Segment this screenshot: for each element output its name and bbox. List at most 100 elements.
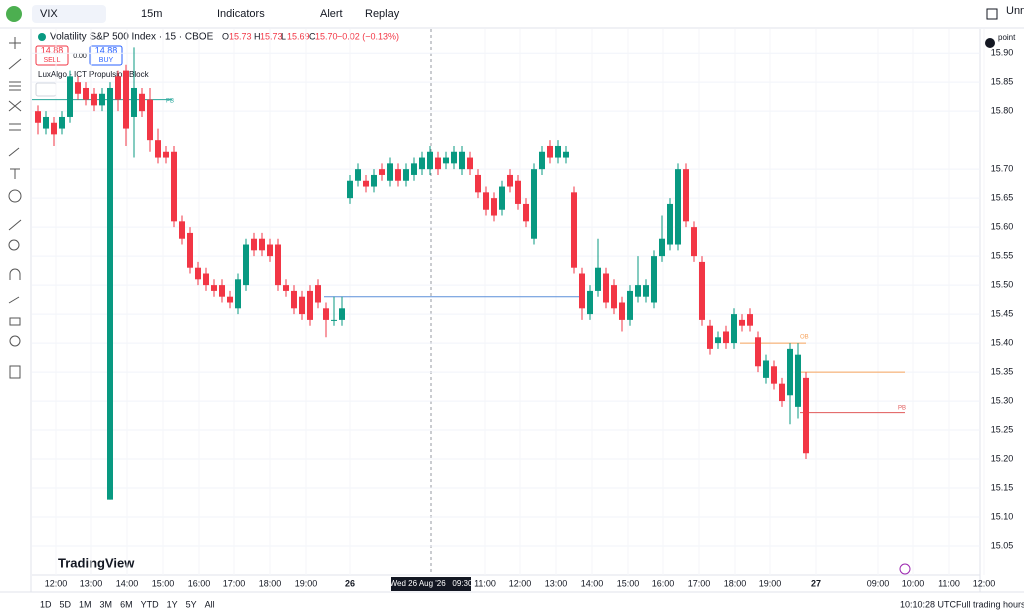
plot-area[interactable] xyxy=(32,29,980,575)
checkbox[interactable] xyxy=(986,8,998,20)
l-value: 15.69 xyxy=(287,31,310,41)
y-tick-label: 15.85 xyxy=(991,77,1014,87)
candle-body xyxy=(515,180,521,204)
candle-body xyxy=(771,366,777,384)
crosshair-label-bg xyxy=(391,577,471,591)
range-button[interactable]: 6M xyxy=(120,599,133,609)
range-button[interactable]: All xyxy=(205,599,215,609)
x-tick-label: 11:00 xyxy=(474,578,496,588)
candle-body xyxy=(451,151,457,164)
range-button[interactable]: 1M xyxy=(79,599,92,609)
buy-label[interactable]: BUY xyxy=(99,57,114,64)
candle-body xyxy=(699,261,705,320)
candle-body xyxy=(83,87,89,100)
x-tick-label: 19:00 xyxy=(759,578,782,588)
y-tick-label: 15.20 xyxy=(991,453,1014,463)
candle-body xyxy=(659,238,665,257)
x-tick-label: 18:00 xyxy=(724,578,747,588)
candle-body xyxy=(235,279,241,309)
sell-price[interactable]: 14.88 xyxy=(41,45,64,55)
symbol-box[interactable] xyxy=(32,5,106,23)
x-tick-label: 14:00 xyxy=(581,578,604,588)
candle-body xyxy=(147,99,153,141)
candle-body xyxy=(547,145,553,158)
range-button[interactable]: YTD xyxy=(141,599,160,609)
brand: TradingView xyxy=(58,555,135,570)
candle-body xyxy=(91,93,97,106)
alert-button[interactable]: Alert xyxy=(320,8,343,20)
ohlc: O 15.73 H 15.73 L 15.69 C 15.70 −0.02 (−… xyxy=(222,31,399,41)
range-button[interactable]: 3M xyxy=(100,599,113,609)
point-box xyxy=(984,36,1024,50)
range-button[interactable]: 1Y xyxy=(167,599,178,609)
range-button[interactable]: 5D xyxy=(60,599,72,609)
level-label: OB xyxy=(800,335,809,341)
candle-body xyxy=(739,319,745,326)
indicators-button[interactable]: Indicators xyxy=(217,8,265,20)
candle-body xyxy=(339,308,345,320)
candle-body xyxy=(259,238,265,251)
y-tick-label: 15.30 xyxy=(991,395,1014,405)
candle-body xyxy=(171,151,177,222)
candle-body xyxy=(427,151,433,170)
candle-body xyxy=(635,285,641,297)
sell-label[interactable]: SELL xyxy=(43,57,60,64)
candle-body xyxy=(363,180,369,187)
layout-name[interactable]: Unna xyxy=(1006,5,1024,17)
interval[interactable]: 15m xyxy=(141,8,162,20)
x-tick-label: 16:00 xyxy=(188,578,211,588)
session[interactable]: Full trading hours xyxy=(956,599,1024,609)
candle-body xyxy=(139,93,145,112)
candle-body xyxy=(587,290,593,315)
candle-body xyxy=(115,76,121,100)
x-tick-label: 12:00 xyxy=(509,578,532,588)
candle-body xyxy=(555,145,561,158)
candle-body xyxy=(387,163,393,181)
collapse-button[interactable] xyxy=(35,82,57,97)
candle-body xyxy=(395,169,401,181)
candle-body xyxy=(219,285,225,297)
range-button[interactable]: 1D xyxy=(40,599,52,609)
candle-body xyxy=(651,256,657,303)
indicator-name[interactable]: LuxAlgo - ICT Propulsion Block xyxy=(38,70,150,79)
range-button[interactable]: 5Y xyxy=(186,599,197,609)
h-value: 15.73 xyxy=(260,31,283,41)
candle-body xyxy=(107,87,113,500)
x-tick-label: 15:00 xyxy=(152,578,175,588)
candle-body xyxy=(99,93,105,106)
candle-body xyxy=(59,116,65,129)
c-value: 15.70 xyxy=(315,31,338,41)
candle-body xyxy=(539,151,545,170)
candle-body xyxy=(475,174,481,193)
candle-body xyxy=(123,70,129,129)
x-tick-label: 18:00 xyxy=(259,578,282,588)
buy-button[interactable] xyxy=(89,45,123,66)
candle-body xyxy=(707,325,713,349)
x-tick-label: 11:00 xyxy=(938,578,960,588)
symbol[interactable]: VIX xyxy=(40,8,58,20)
x-tick-label: 16:00 xyxy=(652,578,675,588)
candle-body xyxy=(643,285,649,297)
replay-button[interactable]: Replay xyxy=(365,8,400,20)
crosshair-label: Wed 26 Aug '26 09:30 xyxy=(390,579,473,588)
candle-body xyxy=(403,169,409,181)
candle-body xyxy=(35,111,41,123)
candle-body xyxy=(331,319,337,321)
sell-button[interactable] xyxy=(35,45,69,66)
candle-body xyxy=(379,169,385,175)
h-label: H xyxy=(254,31,261,41)
lightning-icon[interactable] xyxy=(899,563,911,575)
buy-price[interactable]: 14.88 xyxy=(95,45,118,55)
candle-body xyxy=(531,169,537,239)
candle-body xyxy=(627,290,633,320)
level-label: PB xyxy=(898,406,906,412)
y-tick-label: 15.25 xyxy=(991,424,1014,434)
legend-title: Volatility S&P 500 Index · 15 · CBOE xyxy=(50,32,214,43)
point-icon[interactable] xyxy=(985,38,995,48)
tool-icons[interactable] xyxy=(8,37,22,379)
avatar[interactable] xyxy=(6,6,22,22)
level-label: PB xyxy=(166,99,174,105)
x-tick-label: 09:00 xyxy=(867,578,890,588)
candle-body xyxy=(243,244,249,286)
